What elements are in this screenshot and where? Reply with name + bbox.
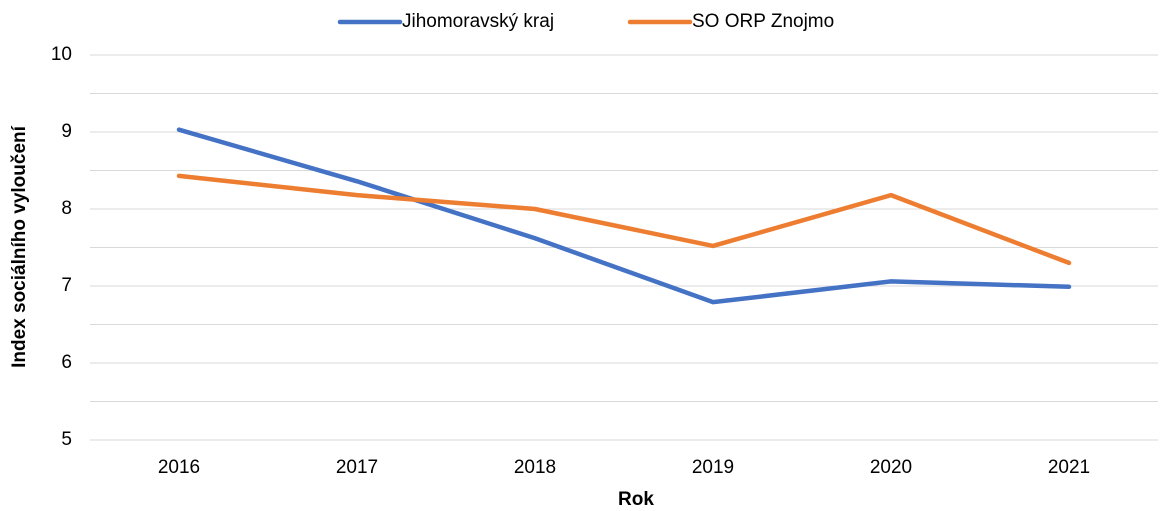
y-tick-label: 8 (61, 198, 72, 219)
x-tick-label: 2021 (1048, 457, 1090, 478)
x-tick-label: 2019 (692, 457, 734, 478)
y-tick-label: 7 (61, 275, 72, 296)
x-axis-label: Rok (618, 489, 654, 510)
x-tick-label: 2020 (870, 457, 912, 478)
x-tick-label: 2018 (514, 457, 556, 478)
x-tick-label: 2016 (158, 457, 200, 478)
y-tick-label: 10 (51, 44, 72, 65)
y-axis-label: Index sociálního vyloučení (9, 125, 30, 368)
series-line (176, 173, 1072, 266)
legend-label: SO ORP Znojmo (692, 11, 834, 32)
series-line (176, 127, 1072, 305)
legend-label: Jihomoravský kraj (402, 11, 554, 32)
y-tick-label: 5 (61, 429, 72, 450)
y-tick-label: 6 (61, 352, 72, 373)
y-tick-label: 9 (61, 121, 72, 142)
x-tick-label: 2017 (336, 457, 378, 478)
